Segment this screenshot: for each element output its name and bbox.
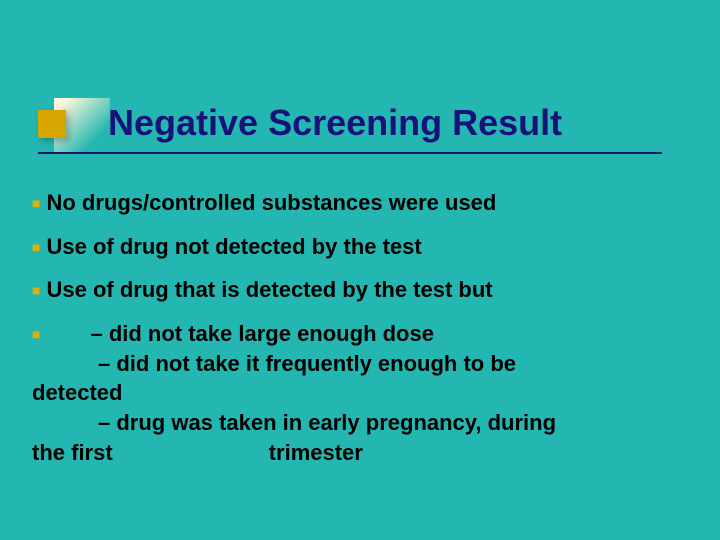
sub-text: the first (32, 440, 113, 465)
sub-line: – drug was taken in early pregnancy, dur… (32, 408, 692, 438)
sub-text: trimester (113, 440, 363, 465)
content-area: ■ No drugs/controlled substances were use… (32, 188, 692, 468)
sub-text: – did not take large enough dose (46, 321, 434, 346)
sub-line: – did not take it frequently enough to b… (32, 349, 692, 379)
accent-square-icon (38, 110, 66, 138)
sub-bullet-block: ■ – did not take large enough dose – did … (32, 319, 692, 467)
bullet-square-icon: ■ (32, 326, 40, 342)
sub-line: the firsttrimester (32, 438, 692, 468)
sub-line: detected (32, 378, 692, 408)
bullet-square-icon: ■ (32, 195, 40, 211)
sub-line: ■ – did not take large enough dose (32, 319, 692, 349)
title-underline (38, 152, 662, 154)
sub-text: detected (32, 380, 122, 405)
bullet-square-icon: ■ (32, 282, 40, 298)
bullet-text: Use of drug that is detected by the test… (46, 277, 492, 302)
bullet-text: Use of drug not detected by the test (46, 234, 421, 259)
bullet-item: ■ Use of drug not detected by the test (32, 232, 692, 262)
bullet-item: ■ No drugs/controlled substances were use… (32, 188, 692, 218)
bullet-item: ■ Use of drug that is detected by the tes… (32, 275, 692, 305)
bullet-text: No drugs/controlled substances were used (46, 190, 496, 215)
bullet-square-icon: ■ (32, 239, 40, 255)
sub-text: – drug was taken in early pregnancy, dur… (98, 410, 556, 435)
slide-title: Negative Screening Result (108, 102, 562, 144)
sub-text: – did not take it frequently enough to b… (98, 351, 516, 376)
